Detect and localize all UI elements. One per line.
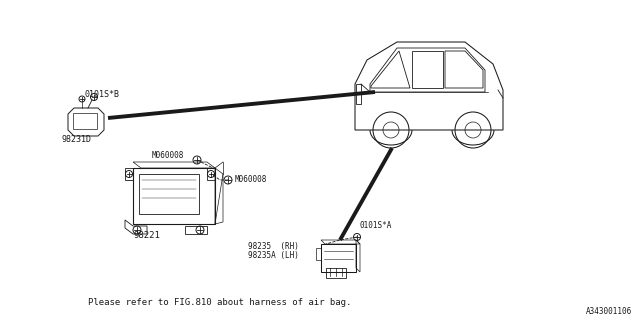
Bar bbox=[133, 168, 215, 224]
Text: 0101S*A: 0101S*A bbox=[360, 221, 392, 230]
Bar bbox=[321, 244, 356, 272]
Text: 98221: 98221 bbox=[133, 231, 160, 240]
Text: Please refer to FIG.810 about harness of air bag.: Please refer to FIG.810 about harness of… bbox=[88, 298, 352, 307]
Text: 0101S*B: 0101S*B bbox=[84, 90, 120, 99]
Text: A343001106: A343001106 bbox=[586, 307, 632, 316]
Text: 98231D: 98231D bbox=[62, 135, 92, 144]
Text: 98235  (RH): 98235 (RH) bbox=[248, 242, 299, 251]
Text: 98235A (LH): 98235A (LH) bbox=[248, 251, 299, 260]
Text: M060008: M060008 bbox=[152, 150, 184, 159]
Bar bbox=[139, 174, 199, 214]
Text: M060008: M060008 bbox=[235, 175, 268, 185]
Bar bbox=[73, 113, 97, 129]
Bar bbox=[356, 84, 361, 104]
